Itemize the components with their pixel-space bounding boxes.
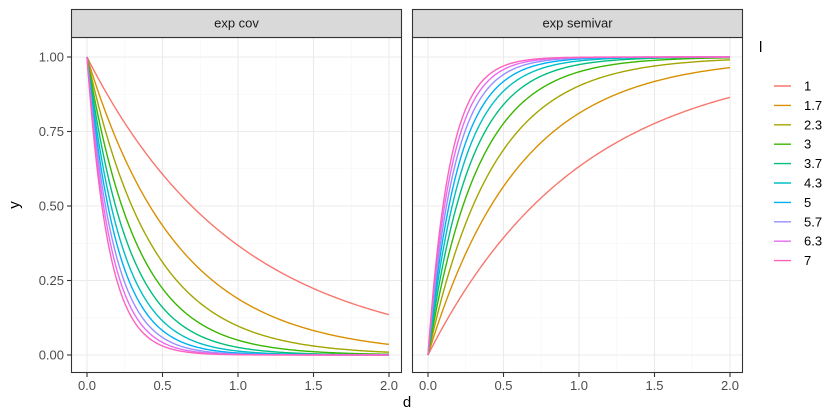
- legend-label: 5: [804, 195, 811, 210]
- legend-label: 5.7: [804, 214, 822, 229]
- legend: l 1 1.7 2.3 3 3.7 4.3 5 5.7 6.3 7: [759, 39, 822, 268]
- series-line-l-2.3: [86, 56, 390, 353]
- x-tick-label: 0.5: [153, 378, 171, 393]
- x-tick-label: 0.5: [494, 378, 512, 393]
- x-tick-label: 1.0: [229, 378, 247, 393]
- legend-item: 7: [774, 253, 811, 268]
- panel-background: [71, 37, 402, 373]
- facet-strip: [411, 8, 744, 39]
- series-line-l-1.7: [427, 66, 731, 356]
- legend-item: 4.3: [774, 176, 822, 191]
- facet-strip-label: exp semivar: [542, 16, 613, 31]
- legend-label: 3.7: [804, 156, 822, 171]
- series-line-l-1.7: [86, 56, 390, 346]
- legend-item: 5.7: [774, 214, 822, 229]
- legend-item: 1: [774, 79, 811, 94]
- legend-item: 6.3: [774, 234, 822, 249]
- y-tick-label: 0.50: [39, 199, 64, 214]
- series-line-l-1: [86, 56, 390, 316]
- x-tick-label: 2.0: [721, 378, 739, 393]
- legend-item: 5: [774, 195, 811, 210]
- x-tick-label: 0.0: [419, 378, 437, 393]
- panel-background: [412, 37, 743, 373]
- y-tick-label: 0.00: [39, 348, 64, 363]
- x-tick-label: 2.0: [380, 378, 398, 393]
- x-tick-label: 1.5: [304, 378, 322, 393]
- series-line-l-3: [427, 57, 731, 356]
- series-line-l-7: [427, 56, 730, 356]
- x-tick-label: 1.0: [570, 378, 588, 393]
- panel: exp semivar 0.0 0.5 1.0 1.5 2.0: [411, 8, 744, 393]
- legend-label: 1.7: [804, 98, 822, 113]
- legend-label: 2.3: [804, 117, 822, 132]
- legend-title: l: [759, 39, 762, 56]
- facet-strip: [70, 8, 403, 39]
- y-tick-label: 0.75: [39, 124, 64, 139]
- legend-label: 3: [804, 137, 811, 152]
- legend-label: 4.3: [804, 176, 822, 191]
- legend-label: 6.3: [804, 234, 822, 249]
- legend-item: 3.7: [774, 156, 822, 171]
- y-tick-label: 1.00: [39, 50, 64, 65]
- legend-item: 1.7: [774, 98, 822, 113]
- legend-label: 1: [804, 79, 811, 94]
- x-tick-label: 0.0: [78, 378, 96, 393]
- series-line-l-1: [427, 96, 731, 356]
- y-axis: 0.00 0.25 0.50 0.75 1.00: [39, 50, 71, 363]
- legend-item: 2.3: [774, 117, 822, 132]
- panel: exp cov 0.0 0.5 1.0 1.5 2.0: [70, 8, 403, 393]
- y-axis-title: y: [6, 201, 23, 209]
- series-line-l-2.3: [427, 59, 731, 356]
- series-line-l-3: [86, 56, 390, 355]
- legend-label: 7: [804, 253, 811, 268]
- legend-item: 3: [774, 137, 811, 152]
- y-tick-label: 0.25: [39, 273, 64, 288]
- panels-layer: exp cov 0.0 0.5 1.0 1.5 2.0 exp semivar 0.0 0.5 1…: [70, 8, 744, 393]
- series-line-l-7: [86, 56, 389, 356]
- x-tick-label: 1.5: [645, 378, 663, 393]
- x-axis-title: d: [403, 394, 411, 411]
- facet-strip-label: exp cov: [214, 16, 259, 31]
